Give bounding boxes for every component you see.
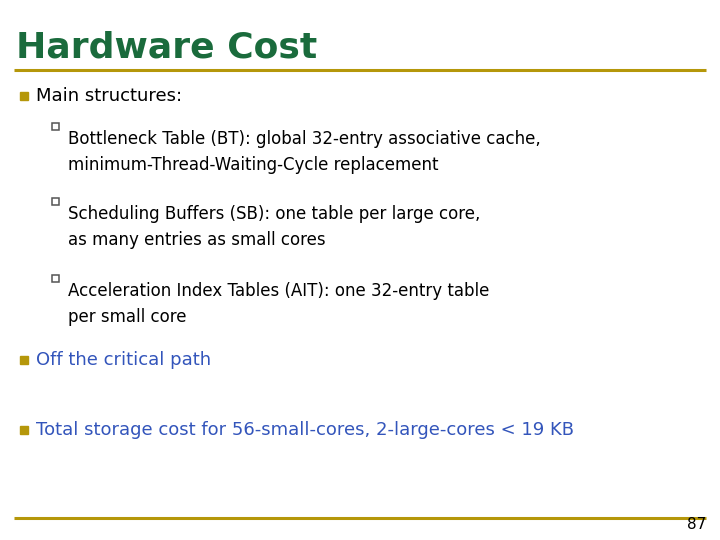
Bar <box>20 356 28 364</box>
Bar <box>52 274 59 281</box>
Bar <box>20 426 28 434</box>
Text: Main structures:: Main structures: <box>36 87 182 105</box>
Text: Total storage cost for 56-small-cores, 2-large-cores < 19 KB: Total storage cost for 56-small-cores, 2… <box>36 421 574 439</box>
Bar <box>52 198 59 205</box>
Text: Off the critical path: Off the critical path <box>36 351 211 369</box>
Bar <box>52 123 59 130</box>
Text: Bottleneck Table (BT): global 32-entry associative cache,
minimum-Thread-Waiting: Bottleneck Table (BT): global 32-entry a… <box>68 130 541 174</box>
Text: Acceleration Index Tables (AIT): one 32-entry table
per small core: Acceleration Index Tables (AIT): one 32-… <box>68 282 490 326</box>
Text: 87: 87 <box>687 517 706 532</box>
Text: Hardware Cost: Hardware Cost <box>16 30 318 64</box>
Text: Scheduling Buffers (SB): one table per large core,
as many entries as small core: Scheduling Buffers (SB): one table per l… <box>68 205 480 249</box>
Bar <box>20 92 28 100</box>
